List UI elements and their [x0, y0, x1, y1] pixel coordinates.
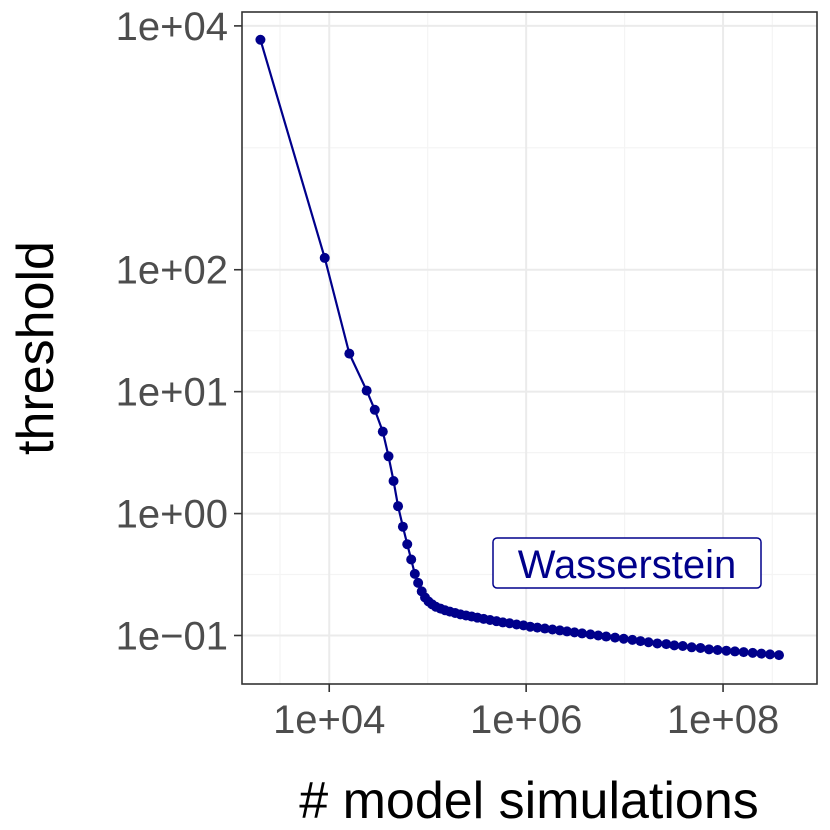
annotation-label: Wasserstein [518, 543, 737, 587]
annotation-box: Wasserstein [492, 537, 762, 589]
data-point [577, 628, 588, 639]
data-point [721, 645, 732, 656]
data-point [643, 637, 654, 648]
data-point [601, 631, 612, 642]
data-point [738, 647, 749, 658]
y-axis-title: threshold [7, 241, 65, 455]
data-point [413, 577, 424, 588]
data-point [669, 640, 680, 651]
data-point [393, 501, 404, 512]
data-point [402, 539, 413, 550]
data-point [610, 632, 621, 643]
x-tick-label: 1e+06 [470, 698, 582, 742]
data-point [532, 622, 543, 633]
data-point [383, 451, 394, 462]
data-point [561, 626, 572, 637]
data-point [627, 634, 638, 645]
data-point [756, 648, 767, 659]
y-axis-ticks: 1e+04 1e+02 1e+01 1e+00 1e−01 [116, 5, 242, 658]
plot-panel-border [241, 11, 818, 685]
data-point [255, 34, 266, 45]
data-point [369, 404, 380, 415]
data-point [388, 475, 399, 486]
series-points-group [255, 34, 784, 661]
x-axis-ticks: 1e+04 1e+06 1e+08 [273, 684, 779, 742]
data-point [406, 554, 417, 565]
data-point [539, 623, 550, 634]
data-point [661, 639, 672, 650]
y-tick-label: 1e+04 [116, 5, 228, 49]
data-point [635, 636, 646, 647]
data-point [569, 627, 580, 638]
y-tick-label: 1e−01 [116, 614, 228, 658]
x-tick-label: 1e+04 [273, 698, 385, 742]
data-point [712, 645, 723, 656]
data-point [397, 521, 408, 532]
data-point [704, 644, 715, 655]
data-point [652, 638, 663, 649]
data-point [593, 630, 604, 641]
y-tick-label: 1e+00 [116, 493, 228, 537]
y-tick-label: 1e+01 [116, 371, 228, 415]
annotation-box-border [492, 537, 762, 589]
y-tick-label: 1e+02 [116, 249, 228, 293]
data-point [547, 624, 558, 635]
data-point [773, 650, 784, 661]
data-point [677, 640, 688, 651]
data-point [585, 629, 596, 640]
data-point [319, 252, 330, 263]
data-point [344, 348, 355, 359]
data-point [695, 642, 706, 653]
data-point [377, 426, 388, 437]
data-point [409, 568, 420, 579]
data-point [765, 649, 776, 660]
data-point [686, 642, 697, 653]
data-point [747, 647, 758, 658]
x-axis-title: # model simulations [299, 772, 759, 830]
data-point [361, 385, 372, 396]
x-tick-label: 1e+08 [667, 698, 779, 742]
data-point [729, 646, 740, 657]
data-point [618, 633, 629, 644]
